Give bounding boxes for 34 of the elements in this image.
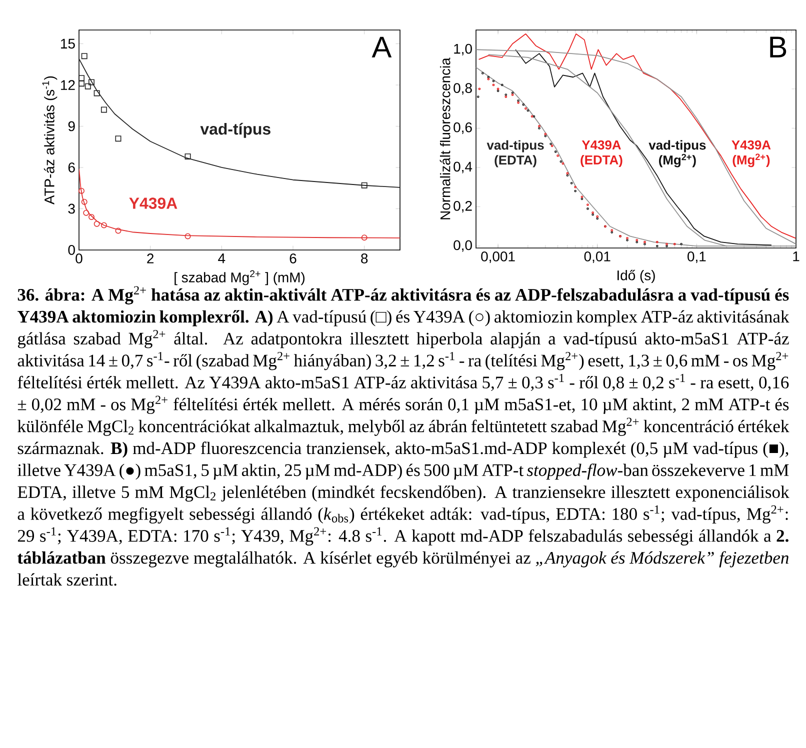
x-axis-title: [ szabad Mg$^{2+}$ ] (mM) bbox=[174, 270, 305, 286]
x-tick-label: 2 bbox=[147, 254, 154, 264]
x-tick-label: 6 bbox=[290, 254, 296, 264]
x-tick-label: 0 bbox=[76, 254, 82, 264]
text: 36. ábra: A Mg$^{2+}$ hatása az aktin-aktivált ATP-áz aktivitásra és az ADP-felszabadulásra a vad-típusú és Y439A aktomiozin komplexről. A) A vad-típusú (□) és Y439A (○) aktomiozin komplex ATP-áz aktivitásának gátlása szabad Mg$^{2+}$ által. Az adatpontokra illesztett hiperbola alapján a vad-típusú akto-m5aS1 ATP-áz aktivitása 14 ± 0,7 s$^{-1}$- ről (szabad Mg$^{2+}$ hiányában) 3,2 ± 1,2 s$^{-1}$ - ra (telítési Mg$^{2+}$) esett, 1,3 ± 0,6 mM - os Mg$^{2+}$ féltelítési érték mellett. Az Y439A akto-m5aS1 ATP-áz aktivitása 5,7 ± 0,3 s$^{-1}$ - ről 0,8 ± 0,2 s$^{-1}$ - ra esett, 0,16 ± 0,02 mM - os Mg$^{2+}$ féltelítési érték mellett. A mérés során 0,1 µM m5aS1-et, 10 µM aktint, 2 mM ATP-t és különféle MgCl$_{2}$ koncentrációkat alkalmaztuk, melyből az ábrán feltüntetett szabad Mg$^{2+}$ koncentráció értékek származnak. B) md-ADP fluoreszcencia tranziensek, akto-m5aS1.md-ADP komplexét (0,5 µM vad-típus (■), illetve Y439A (●) m5aS1, 5 µM aktin, 25 µM md-ADP) és 500 µM ATP-t stopped-flow-ban összekeverve 1 mM EDTA, illetve 5 mM MgCl$_{2}$ jelenlétében (mindkét fecskendőben). A tranziensekre illesztett exponenciálisok a következő megfigyelt sebességi állandó (k$_{obs}$) értékeket adták: vad-típus, EDTA: 180 s$^{-1}$; vad-típus, Mg$^{2+}$: 29 s$^{-1}$; Y439A, EDTA: 170 s$^{-1}$; Y439, Mg$^{2+}$: 4.8 s$^{-1}$. A kapott md-ADP felszabadulás sebességi állandók a 2. táblázatban összegezve megtalálhatók. A kísérlet egyéb körülményei az „Anyagok és Módszerek” fejezetben leírtak szerint. bbox=[17, 286, 790, 586]
series-label: Y439A (EDTA) bbox=[580, 140, 622, 168]
x-tick-label: 0,001 bbox=[481, 252, 515, 264]
y-tick-label: 0,0 bbox=[454, 240, 472, 252]
y-tick-label: 6 bbox=[68, 162, 75, 172]
x-tick-label: 0,1 bbox=[688, 252, 706, 264]
series-label: Y439A (Mg$^{2+}$) bbox=[732, 140, 771, 168]
x-tick-label: 4 bbox=[218, 254, 226, 264]
y-tick-label: 9 bbox=[68, 121, 75, 132]
y-tick-label: 0,2 bbox=[454, 200, 472, 213]
y-tick-label: 12 bbox=[61, 80, 75, 90]
series-label: Y439A bbox=[129, 198, 178, 209]
series-label: vad-tipus (Mg$^{2+}$) bbox=[648, 140, 706, 168]
annotation: A bbox=[372, 36, 392, 58]
annotation: B bbox=[770, 36, 786, 58]
y-tick-label: 3 bbox=[68, 204, 75, 214]
y-axis-title: ATP-áz aktivitás (s$^{-1}$) bbox=[42, 76, 58, 204]
y-tick-label: 0,6 bbox=[454, 122, 472, 134]
series-label: vad-típus bbox=[200, 122, 270, 138]
x-tick-label: 8 bbox=[361, 254, 368, 264]
y-tick-label: 0 bbox=[68, 245, 75, 255]
x-tick-label: 1 bbox=[793, 252, 800, 262]
y-tick-label: 0,4 bbox=[454, 162, 472, 174]
y-tick-label: 15 bbox=[61, 38, 75, 49]
y-axis-title: Normalizált fluoreszcencia bbox=[440, 58, 450, 220]
y-tick-label: 0,8 bbox=[454, 83, 472, 95]
x-tick-label: 0,01 bbox=[584, 252, 610, 264]
series-label: vad-tipus (EDTA) bbox=[486, 140, 544, 168]
y-tick-label: 1,0 bbox=[454, 44, 472, 56]
x-axis-title: Idő (s) bbox=[618, 270, 655, 284]
